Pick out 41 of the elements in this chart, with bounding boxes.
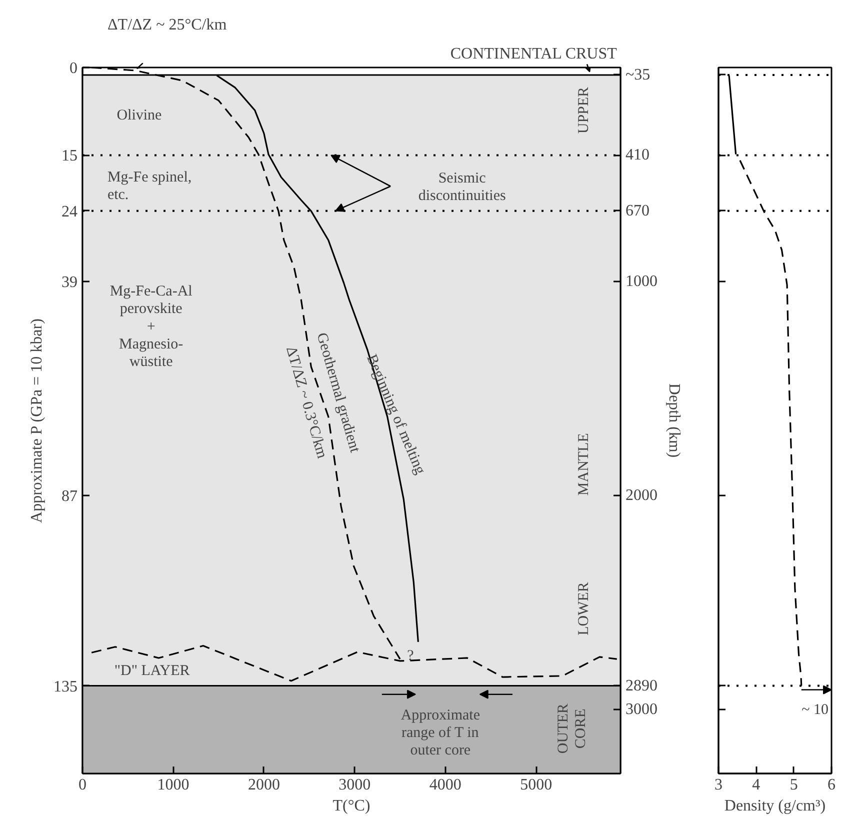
x-tick-label: 3000 bbox=[338, 776, 371, 794]
annotation: Olivine bbox=[116, 107, 162, 124]
x-tick-label: 1000 bbox=[157, 776, 190, 794]
x-tick-label: 2000 bbox=[248, 776, 280, 794]
annotation: LOWER bbox=[576, 582, 592, 636]
y-tick-label: 2000 bbox=[626, 486, 658, 504]
x-axis-title: Density (g/cm³) bbox=[724, 798, 826, 814]
text: 24 bbox=[62, 203, 78, 220]
y-tick-label: 670 bbox=[626, 202, 650, 220]
annotation: Approximate range of T in outer core bbox=[400, 707, 480, 758]
y-tick-label: 410 bbox=[626, 146, 650, 164]
annotation: ? bbox=[407, 648, 414, 664]
annotation: OUTER CORE bbox=[556, 704, 590, 754]
annotation: MANTLE bbox=[576, 433, 592, 496]
x-tick-label: 4000 bbox=[429, 776, 462, 794]
annotation: UPPER bbox=[576, 86, 592, 134]
text: CONTINENTAL CRUST bbox=[450, 46, 618, 62]
text: Approximate P (GPa = 10 kbar) bbox=[28, 318, 46, 523]
y-tick-label: 3000 bbox=[626, 700, 658, 718]
annotation: Seismic discontinuities bbox=[418, 170, 506, 204]
text: 0 bbox=[70, 60, 78, 77]
annotation: "D" LAYER bbox=[114, 663, 190, 680]
annotation: Mg-Fe-Ca-Al perovskite + Magnesio- wüstite bbox=[110, 284, 192, 370]
annotation: ~ 10 bbox=[802, 702, 829, 718]
text: 39 bbox=[62, 274, 78, 291]
text: 87 bbox=[62, 488, 78, 505]
x-tick-label: 6 bbox=[828, 776, 836, 794]
text: 135 bbox=[54, 678, 78, 696]
y-tick-label: 2890 bbox=[626, 677, 658, 694]
annotation: Mg-Fe spinel, etc. bbox=[107, 169, 192, 204]
x-tick-label: 5000 bbox=[520, 776, 552, 794]
x-axis-title: T(°C) bbox=[332, 798, 370, 814]
x-tick-label: 3 bbox=[714, 776, 722, 794]
text: 15 bbox=[62, 148, 78, 165]
x-tick-label: 5 bbox=[790, 776, 798, 794]
x-tick-label: 0 bbox=[78, 776, 86, 794]
text: ΔT/ΔZ ~ 25°C/km bbox=[108, 16, 228, 34]
y-axis-title: Depth (km) bbox=[666, 383, 682, 458]
y-tick-label: 1000 bbox=[626, 272, 658, 290]
y-tick-label: ~35 bbox=[626, 66, 650, 84]
x-tick-label: 4 bbox=[752, 776, 760, 794]
